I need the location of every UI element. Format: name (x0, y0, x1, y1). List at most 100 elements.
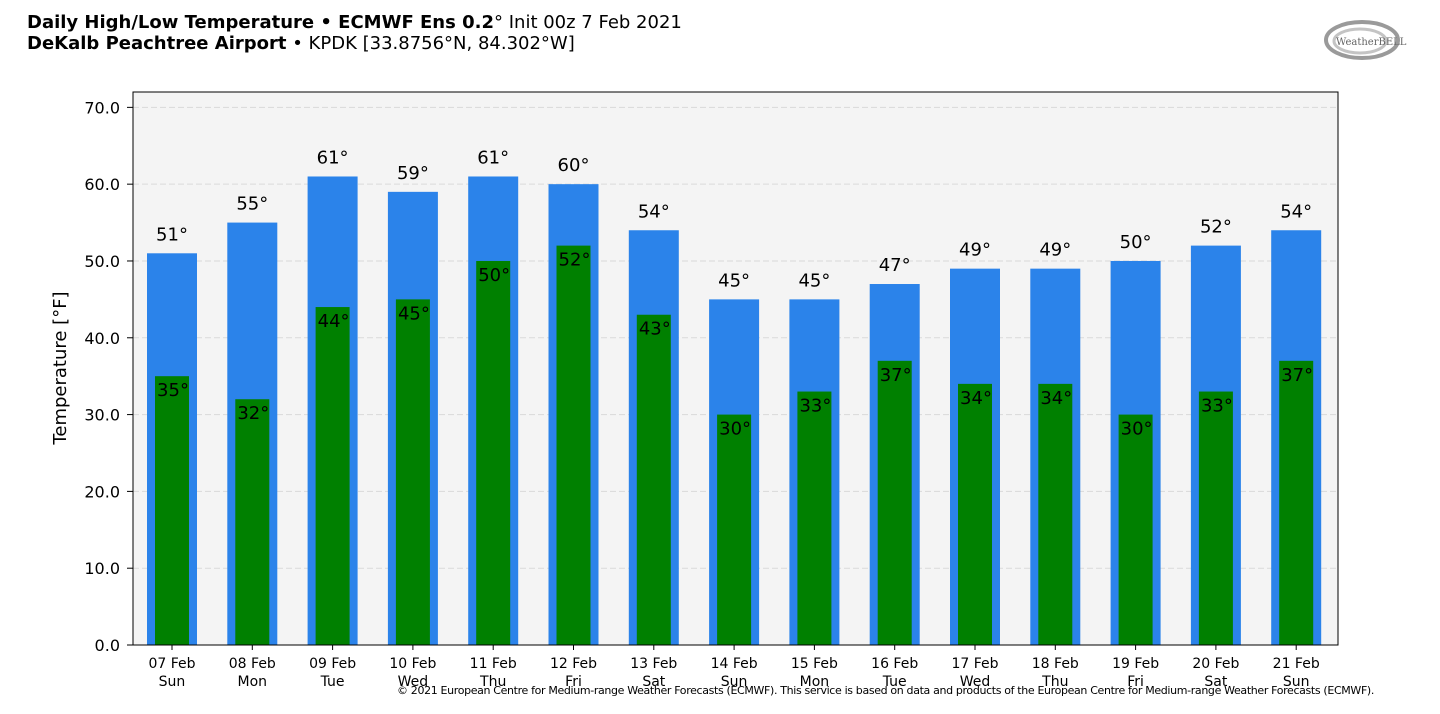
x-axis: 07 Feb Sun 08 Feb Mon 09 Feb Tue 10 Feb Wed 11 F… (148, 645, 1320, 690)
low-value-label: 50° (478, 265, 510, 286)
high-value-label: 55° (236, 194, 268, 215)
low-bar (958, 383, 992, 645)
high-value-label: 45° (718, 270, 750, 291)
x-tick-date: 18 Feb (1032, 656, 1079, 672)
low-labels: 35° 32° 44° 45° 50° 52° 43° 30° 33° 37° 34° 34° 30° 3… (157, 250, 1313, 440)
low-value-label: 37° (880, 365, 912, 386)
x-tick-day: Tue (882, 674, 907, 690)
low-value-label: 30° (719, 419, 751, 440)
low-value-label: 34° (960, 388, 992, 409)
low-bar (1118, 414, 1153, 645)
y-tick-label: 20.0 (84, 482, 120, 501)
low-bar (1198, 391, 1233, 645)
high-value-label: 52° (1200, 217, 1232, 238)
title-init: ° Init 00z 7 Feb 2021 (494, 12, 682, 33)
low-value-label: 33° (1201, 396, 1233, 417)
title-coords: • KPDK [33.8756°N, 84.302°W] (286, 33, 575, 54)
low-bar (235, 399, 270, 645)
low-value-label: 43° (639, 319, 671, 340)
high-value-label: 61° (477, 147, 509, 168)
plot-frame (132, 91, 1339, 646)
x-tick-date: 07 Feb (148, 656, 195, 672)
y-tick-label: 70.0 (84, 98, 120, 117)
low-value-label: 52° (559, 250, 591, 271)
title-line-1: Daily High/Low Temperature • ECMWF Ens 0… (27, 12, 682, 33)
x-tick-date: 19 Feb (1112, 656, 1159, 672)
x-tick-date: 14 Feb (711, 656, 758, 672)
x-tick-date: 08 Feb (229, 656, 276, 672)
high-value-label: 54° (1280, 201, 1312, 222)
x-tick-day: Wed (398, 674, 429, 690)
x-tick-date: 20 Feb (1192, 656, 1239, 672)
x-tick-day: Sun (159, 674, 186, 690)
low-bar (1038, 383, 1073, 645)
low-bar (315, 307, 350, 645)
x-tick-day: Tue (320, 674, 345, 690)
x-tick-date: 16 Feb (871, 656, 918, 672)
x-tick-date: 15 Feb (791, 656, 838, 672)
x-tick-date: 11 Feb (470, 656, 517, 672)
x-tick-day: Fri (1127, 674, 1144, 690)
high-value-label: 49° (1039, 240, 1071, 261)
x-tick-date: 10 Feb (389, 656, 436, 672)
low-value-label: 37° (1281, 365, 1313, 386)
high-value-label: 61° (317, 147, 349, 168)
low-bar (556, 245, 591, 645)
low-bars (155, 245, 1314, 645)
title-station: DeKalb Peachtree Airport (27, 33, 287, 54)
weatherbell-logo-icon: WeatherBELL (1324, 20, 1407, 60)
x-tick-day: Thu (1041, 674, 1068, 690)
high-value-label: 49° (959, 240, 991, 261)
low-value-label: 34° (1040, 388, 1072, 409)
x-tick-day: Sun (721, 674, 748, 690)
x-tick-day: Fri (565, 674, 582, 690)
low-bar (797, 391, 832, 645)
x-tick-date: 12 Feb (550, 656, 597, 672)
low-bar (717, 414, 752, 645)
high-value-label: 50° (1120, 232, 1152, 253)
chart-title: Daily High/Low Temperature • ECMWF Ens 0… (27, 12, 682, 54)
x-tick-day: Sat (642, 674, 665, 690)
x-tick-day: Wed (960, 674, 991, 690)
high-value-label: 47° (879, 255, 911, 276)
copyright-notice: © 2021 European Centre for Medium-range … (397, 684, 1375, 697)
high-value-label: 59° (397, 163, 429, 184)
high-value-label: 54° (638, 201, 670, 222)
x-tick-day: Mon (238, 674, 268, 690)
title-model: Daily High/Low Temperature • ECMWF Ens 0… (27, 12, 494, 33)
low-value-label: 30° (1121, 419, 1153, 440)
low-bar (155, 376, 189, 645)
y-tick-label: 60.0 (84, 175, 120, 194)
low-bar (1279, 360, 1314, 645)
y-axis: 0.0 10.0 20.0 30.0 40.0 50.0 60.0 70.0 (84, 98, 133, 655)
x-tick-day: Sun (1283, 674, 1310, 690)
y-tick-label: 30.0 (84, 406, 120, 425)
low-value-label: 33° (799, 396, 831, 417)
y-tick-label: 0.0 (95, 636, 120, 655)
low-value-label: 32° (237, 403, 269, 424)
low-bar (636, 314, 671, 645)
low-bar (476, 260, 511, 645)
high-value-label: 60° (558, 155, 590, 176)
title-line-2: DeKalb Peachtree Airport • KPDK [33.8756… (27, 33, 682, 54)
high-value-label: 51° (156, 224, 188, 245)
x-tick-date: 09 Feb (309, 656, 356, 672)
high-labels: 51° 55° 61° 59° 61° 60° 54° 45° 45° 47° 49° 49° 50° 5… (156, 147, 1312, 291)
y-tick-label: 50.0 (84, 252, 120, 271)
low-bar (395, 299, 430, 645)
x-tick-date: 17 Feb (951, 656, 998, 672)
high-value-label: 45° (798, 270, 830, 291)
low-value-label: 45° (398, 303, 430, 324)
y-axis-label: Temperature [°F] (50, 291, 71, 445)
low-value-label: 44° (318, 311, 350, 332)
x-tick-day: Thu (479, 674, 506, 690)
logo-text: WeatherBELL (1336, 37, 1407, 48)
y-tick-label: 40.0 (84, 329, 120, 348)
low-value-label: 35° (157, 380, 189, 401)
x-tick-day: Mon (800, 674, 830, 690)
x-tick-day: Sat (1204, 674, 1227, 690)
x-tick-date: 13 Feb (630, 656, 677, 672)
y-tick-label: 10.0 (84, 559, 120, 578)
x-tick-date: 21 Feb (1273, 656, 1320, 672)
